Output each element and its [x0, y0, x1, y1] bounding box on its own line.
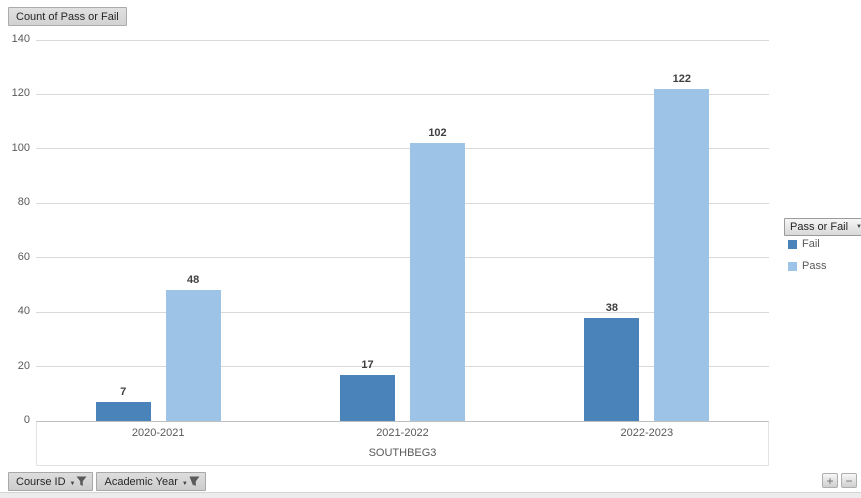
gridline [36, 311, 769, 313]
value-field-button[interactable]: Count of Pass or Fail [8, 7, 127, 26]
y-axis-tick-label: 120 [11, 87, 30, 100]
bar-pass-2020-2021[interactable] [165, 290, 221, 421]
course-id-filter-label: Course ID [16, 475, 66, 488]
chevron-down-icon: ▼ [181, 481, 188, 487]
value-field-label: Count of Pass or Fail [16, 10, 119, 23]
gridline [36, 366, 769, 368]
category-axis-box [36, 421, 769, 466]
funnel-icon [189, 476, 200, 486]
data-label-pass-2020-2021: 48 [187, 274, 200, 287]
data-label-fail-2021-2022: 17 [361, 358, 374, 371]
y-axis-tick-label: 60 [17, 250, 30, 263]
filter-funnel-icon: ▼ [182, 476, 200, 487]
gridline [36, 148, 769, 150]
data-label-pass-2022-2023: 122 [672, 72, 691, 85]
legend-item-pass[interactable]: Pass [788, 260, 826, 272]
y-axis-tick-label: 140 [11, 33, 30, 45]
chevron-down-icon: ▼ [69, 481, 76, 487]
legend-label-pass: Pass [802, 260, 827, 272]
legend-swatch-fail [788, 239, 797, 249]
x-axis-title: SOUTHBEG3 [368, 447, 437, 459]
academic-year-filter-button[interactable]: Academic Year ▼ [96, 472, 206, 491]
gridline [36, 93, 769, 95]
category-label-2020-2021: 2020-2021 [131, 427, 185, 439]
axis-field-buttons: Course ID ▼ Academic Year ▼ [8, 472, 206, 491]
bar-pass-2021-2022[interactable] [410, 143, 465, 421]
legend-field-button[interactable]: Pass or Fail ▼ [784, 218, 861, 236]
bar-fail-2021-2022[interactable] [340, 374, 395, 421]
zoom-out-button[interactable]: − [841, 473, 857, 488]
zoom-in-button[interactable]: + [822, 473, 838, 488]
y-axis-tick-label: 0 [23, 414, 30, 426]
gridline [36, 202, 769, 204]
data-label-pass-2021-2022: 102 [428, 127, 447, 140]
gridline [36, 257, 769, 259]
y-axis-tick-label: 80 [17, 196, 30, 209]
legend-label-fail: Fail [802, 238, 820, 250]
bar-fail-2020-2021[interactable] [95, 401, 151, 421]
bar-pass-2022-2023[interactable] [654, 88, 710, 421]
filter-funnel-icon: ▼ [70, 476, 88, 487]
gridline [36, 39, 769, 41]
data-label-fail-2022-2023: 38 [605, 301, 618, 314]
course-id-filter-button[interactable]: Course ID ▼ [8, 472, 94, 491]
legend-field-label: Pass or Fail [790, 221, 849, 233]
chevron-down-icon: ▼ [856, 224, 861, 230]
y-axis-tick-label: 100 [11, 141, 30, 154]
legend-item-fail[interactable]: Fail [788, 238, 820, 250]
data-label-fail-2020-2021: 7 [120, 385, 127, 398]
horizontal-scrollbar-track[interactable] [0, 492, 861, 498]
category-label-2022-2023: 2022-2023 [620, 427, 674, 439]
y-axis-tick-label: 20 [17, 359, 30, 372]
category-label-2021-2022: 2021-2022 [376, 427, 429, 439]
academic-year-filter-label: Academic Year [104, 475, 178, 488]
y-axis-tick-label: 40 [17, 305, 30, 318]
bar-fail-2022-2023[interactable] [584, 317, 640, 421]
funnel-icon [76, 476, 87, 486]
legend-swatch-pass [788, 261, 797, 271]
